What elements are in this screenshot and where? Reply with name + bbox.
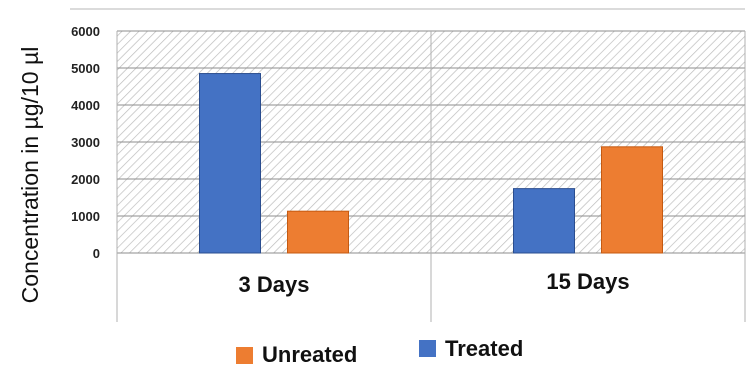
y-tick-label: 4000 — [71, 98, 100, 113]
legend-swatch-treated — [419, 340, 436, 357]
x-category-label: 15 Days — [546, 269, 629, 294]
y-tick-label: 2000 — [71, 172, 100, 187]
y-tick-label: 5000 — [71, 61, 100, 76]
y-tick-label: 6000 — [71, 24, 100, 39]
legend-label-treated: Treated — [445, 336, 523, 361]
bar-unreated-15-days — [601, 146, 663, 254]
y-tick-label: 1000 — [71, 209, 100, 224]
legend-label-unreated: Unreated — [262, 342, 357, 367]
y-tick-label: 3000 — [71, 135, 100, 150]
y-axis-label: Concentration in µg/10 µl — [17, 47, 43, 304]
bar-unreated-3-days — [287, 210, 349, 254]
bar-treated-15-days — [513, 188, 575, 254]
x-category-label: 3 Days — [239, 272, 310, 297]
legend-swatch-unreated — [236, 347, 253, 364]
bar-treated-3-days — [199, 73, 261, 254]
y-tick-label: 0 — [93, 246, 100, 261]
legend: Unreated Treated — [236, 336, 523, 367]
